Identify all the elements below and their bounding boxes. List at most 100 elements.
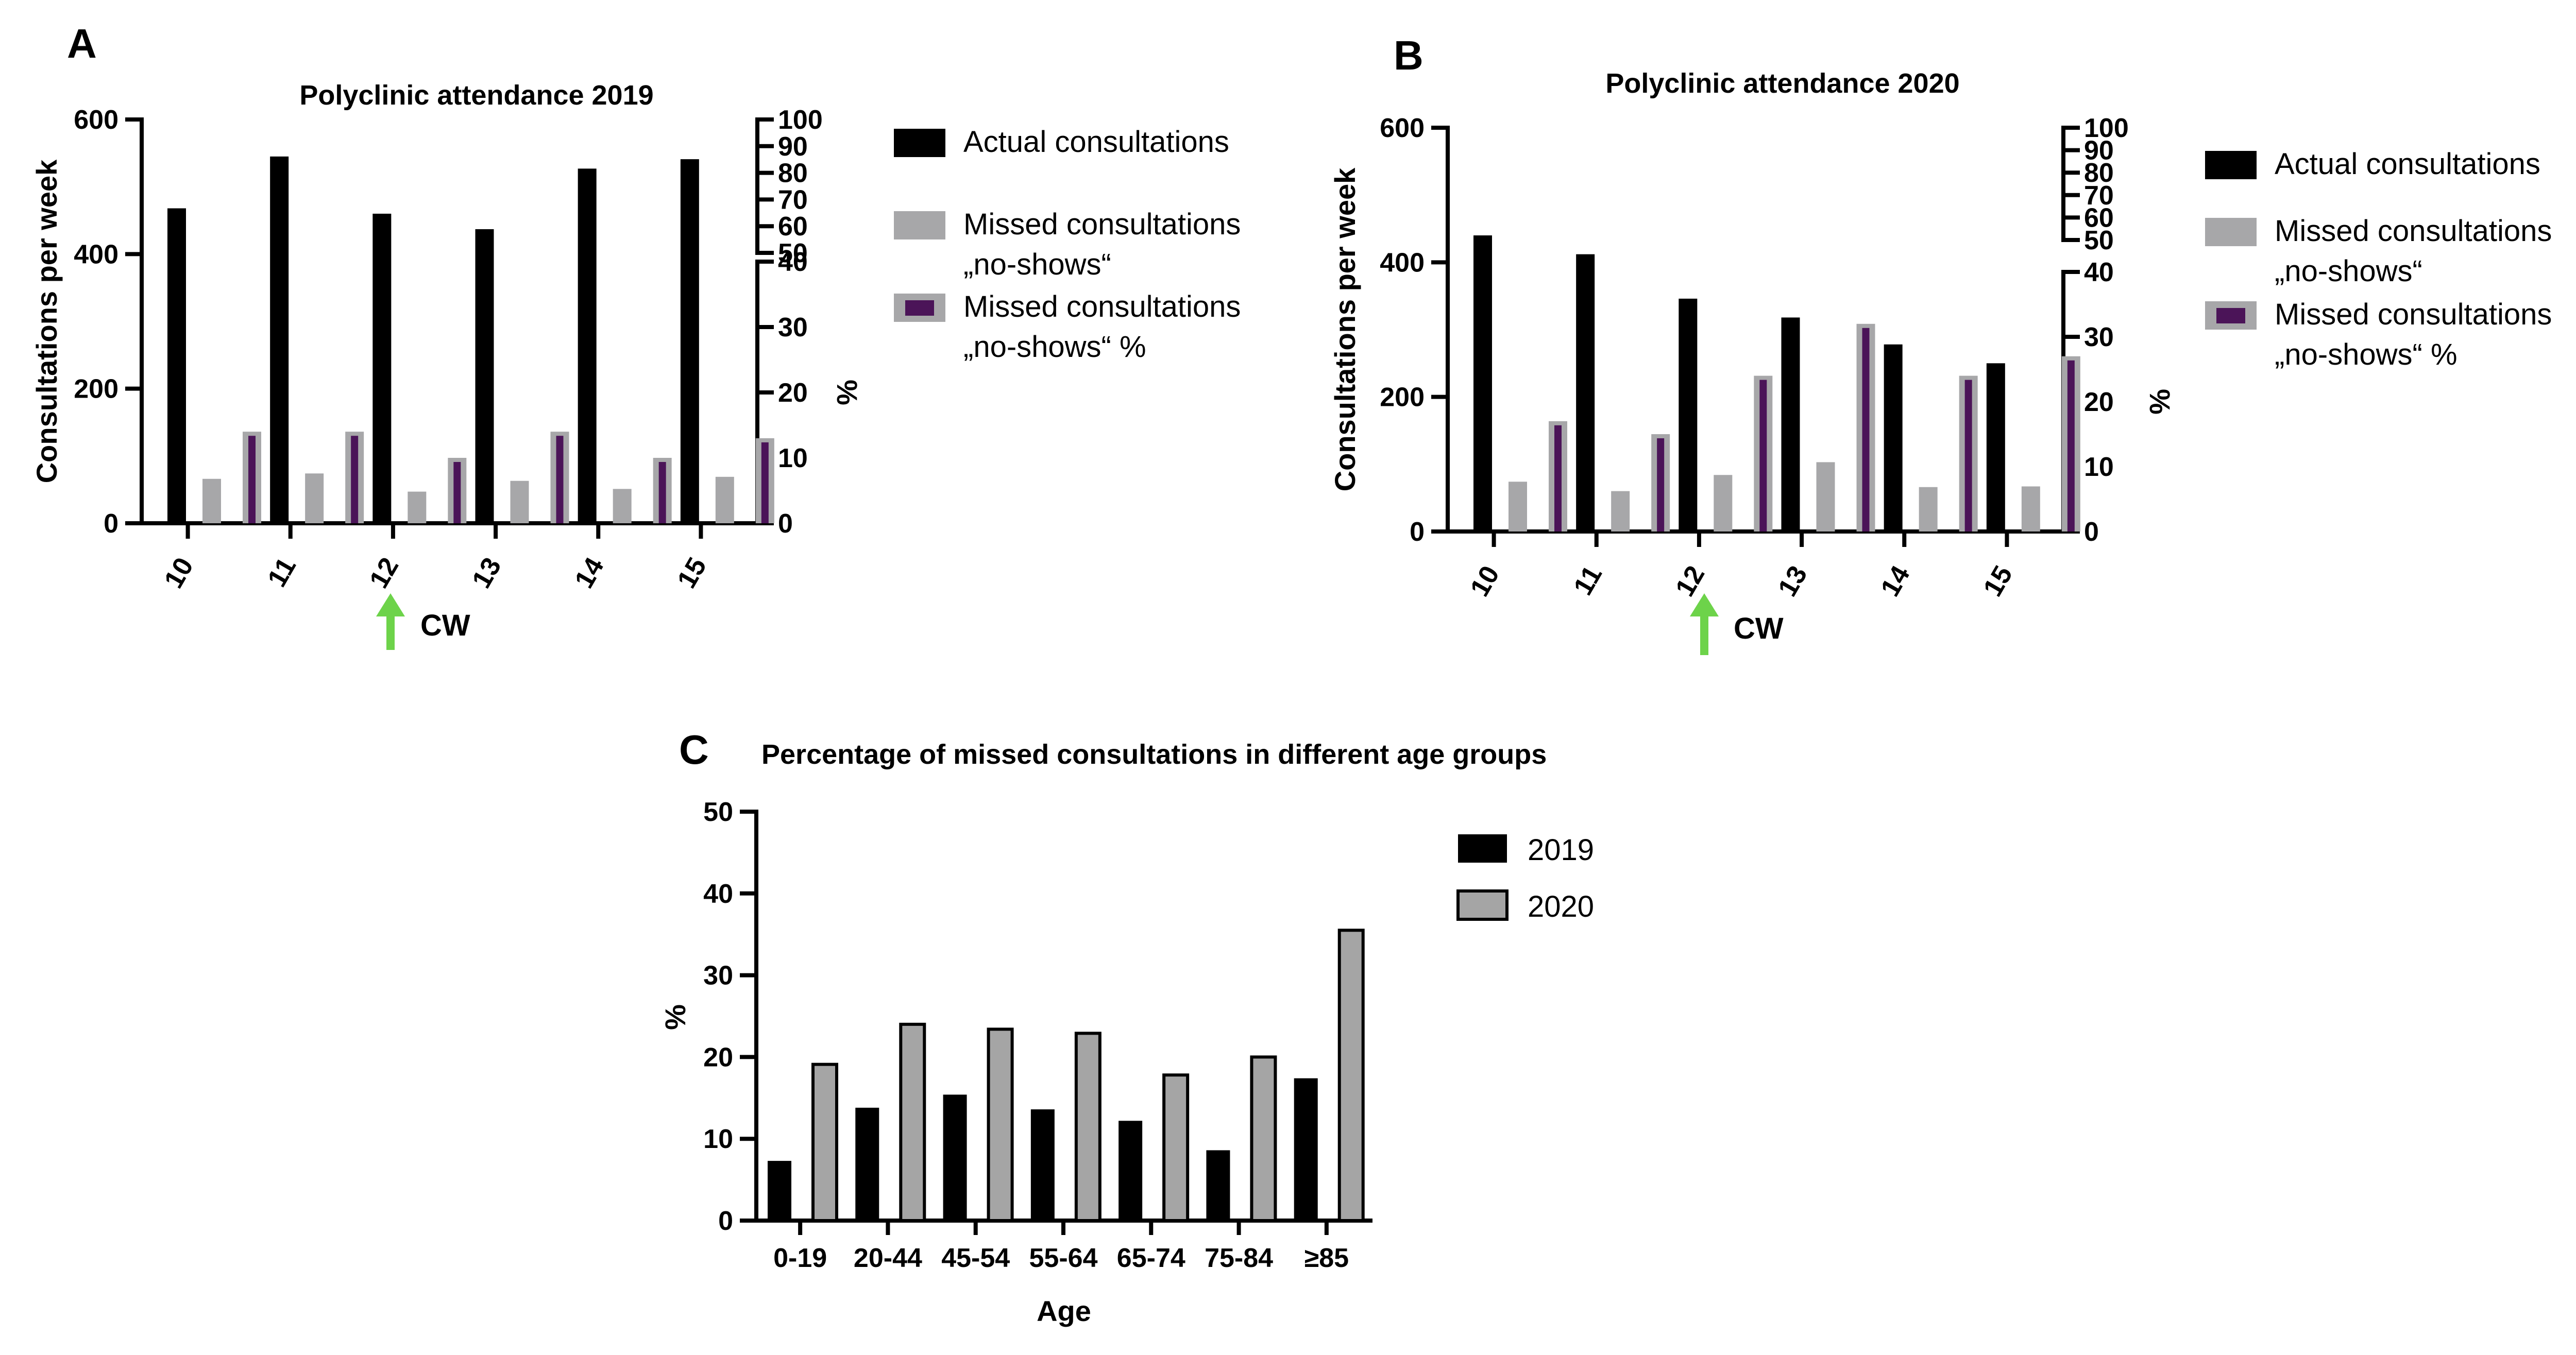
legend-label: Missed consultations [2275,214,2552,248]
chart-title: Polyclinic attendance 2020 [1605,68,1959,99]
bar-2020 [987,1027,1014,1222]
y-tick-label: 0 [104,509,118,539]
bar-actual [1884,344,1903,531]
legend-swatch-missed [894,211,945,239]
bar-missed [2021,486,2040,531]
legend-label-line2: „no-shows“ [2275,254,2422,288]
y2-axis-label: % [831,380,863,405]
x-tick-label: 20-44 [854,1243,922,1273]
y-tick-label: 50 [703,797,733,827]
x-tick-label: 14 [569,553,609,593]
bar-missed-pct [351,436,359,523]
y-tick-label: 30 [703,961,733,991]
bar-missed-pct [556,436,564,523]
y-tick-label: 40 [703,879,733,909]
x-tick-label: 55-64 [1029,1243,1098,1273]
bar-missed [715,476,734,523]
bar-actual [1986,363,2005,531]
legend-label: 2019 [1528,833,1594,867]
bar-missed [1816,462,1835,531]
bar-actual [1473,235,1492,532]
y2-tick-label: 10 [2084,452,2114,482]
bar-2019 [1118,1121,1143,1221]
cw-annotation: CW [420,609,470,642]
bar-2019 [855,1107,879,1221]
legend-swatch-pct [2216,308,2245,323]
x-tick-label: 11 [262,553,302,592]
y2-tick-label: 30 [778,313,808,342]
cw-arrow-head [1690,593,1719,616]
y2-tick-label: 100 [778,105,823,135]
cw-arrow-shaft [1700,614,1708,655]
legend-swatch-actual [2205,151,2257,179]
bar-actual [680,159,699,523]
bar-actual [578,168,597,523]
bar-actual [270,156,289,523]
y2-tick-label: 60 [2084,203,2114,233]
y2-tick-label: 80 [778,159,808,188]
y2-tick-label: 0 [778,509,793,539]
bar-actual [372,213,392,523]
y2-tick-label: 0 [2084,517,2099,547]
bar-actual [1679,298,1698,531]
bar-missed-pct [1964,380,1972,531]
y-tick-label: 200 [74,374,118,404]
bar-2020 [1074,1032,1101,1223]
legend-label: Missed consultations [2275,298,2552,331]
legend-label-line2: „no-shows“ % [963,330,1146,364]
y-tick-label: 600 [1380,113,1425,143]
bar-2019 [768,1161,791,1221]
bar-missed [305,473,324,523]
y-tick-label: 10 [703,1124,733,1154]
y-axis-label: % [659,1004,691,1030]
bar-missed [1714,475,1733,531]
legend-label: Missed consultations [963,208,1241,241]
x-tick-label: 13 [466,553,507,593]
legend-label: 2020 [1528,890,1594,923]
x-tick-label: 10 [1465,561,1505,602]
bar-actual [167,208,186,524]
x-tick-label: 15 [1978,561,2019,602]
cw-arrow-shaft [386,614,395,650]
legend-swatch-missed [2205,218,2257,246]
bar-missed [408,491,427,523]
y-tick-label: 20 [703,1042,733,1072]
y-tick-label: 200 [1380,383,1425,413]
y2-tick-label: 60 [778,212,808,242]
y2-tick-label: 50 [2084,226,2114,255]
bar-2020 [1337,929,1365,1222]
bar-missed [1919,487,1938,531]
legend-label-line2: „no-shows“ [963,248,1111,281]
bar-actual [1576,254,1595,531]
y2-tick-label: 10 [778,443,808,473]
y-tick-label: 0 [718,1206,733,1236]
y2-axis-label: % [2144,389,2176,415]
legend-label: Actual consultations [2275,147,2540,181]
panel-letter: B [1394,32,1423,78]
bar-missed-pct [1862,328,1870,531]
x-tick-label: 14 [1875,561,1916,602]
bar-missed-pct [1759,380,1767,531]
legend-label: Actual consultations [963,125,1229,159]
bar-missed-pct [1657,438,1665,531]
panel-c: C Percentage of missed consultations in d… [659,727,1594,1327]
bar-missed [1509,482,1527,531]
x-tick-label: 45-54 [941,1243,1010,1273]
bar-2020 [1250,1055,1277,1222]
y2-tick-label: 20 [2084,387,2114,417]
x-tick-label: 13 [1772,561,1813,602]
legend-swatch-2019 [1458,834,1507,863]
y2-tick-label: 100 [2084,113,2129,143]
bar-2020 [811,1062,838,1222]
bar-missed-pct [658,462,666,523]
y-tick-label: 400 [74,239,118,269]
bar-actual [475,229,494,523]
bar-2019 [1206,1150,1230,1221]
y2-tick-label: 20 [778,378,808,408]
legend-swatch-pct [905,300,934,316]
bar-missed [510,481,529,523]
x-tick-label: 0-19 [773,1243,827,1273]
